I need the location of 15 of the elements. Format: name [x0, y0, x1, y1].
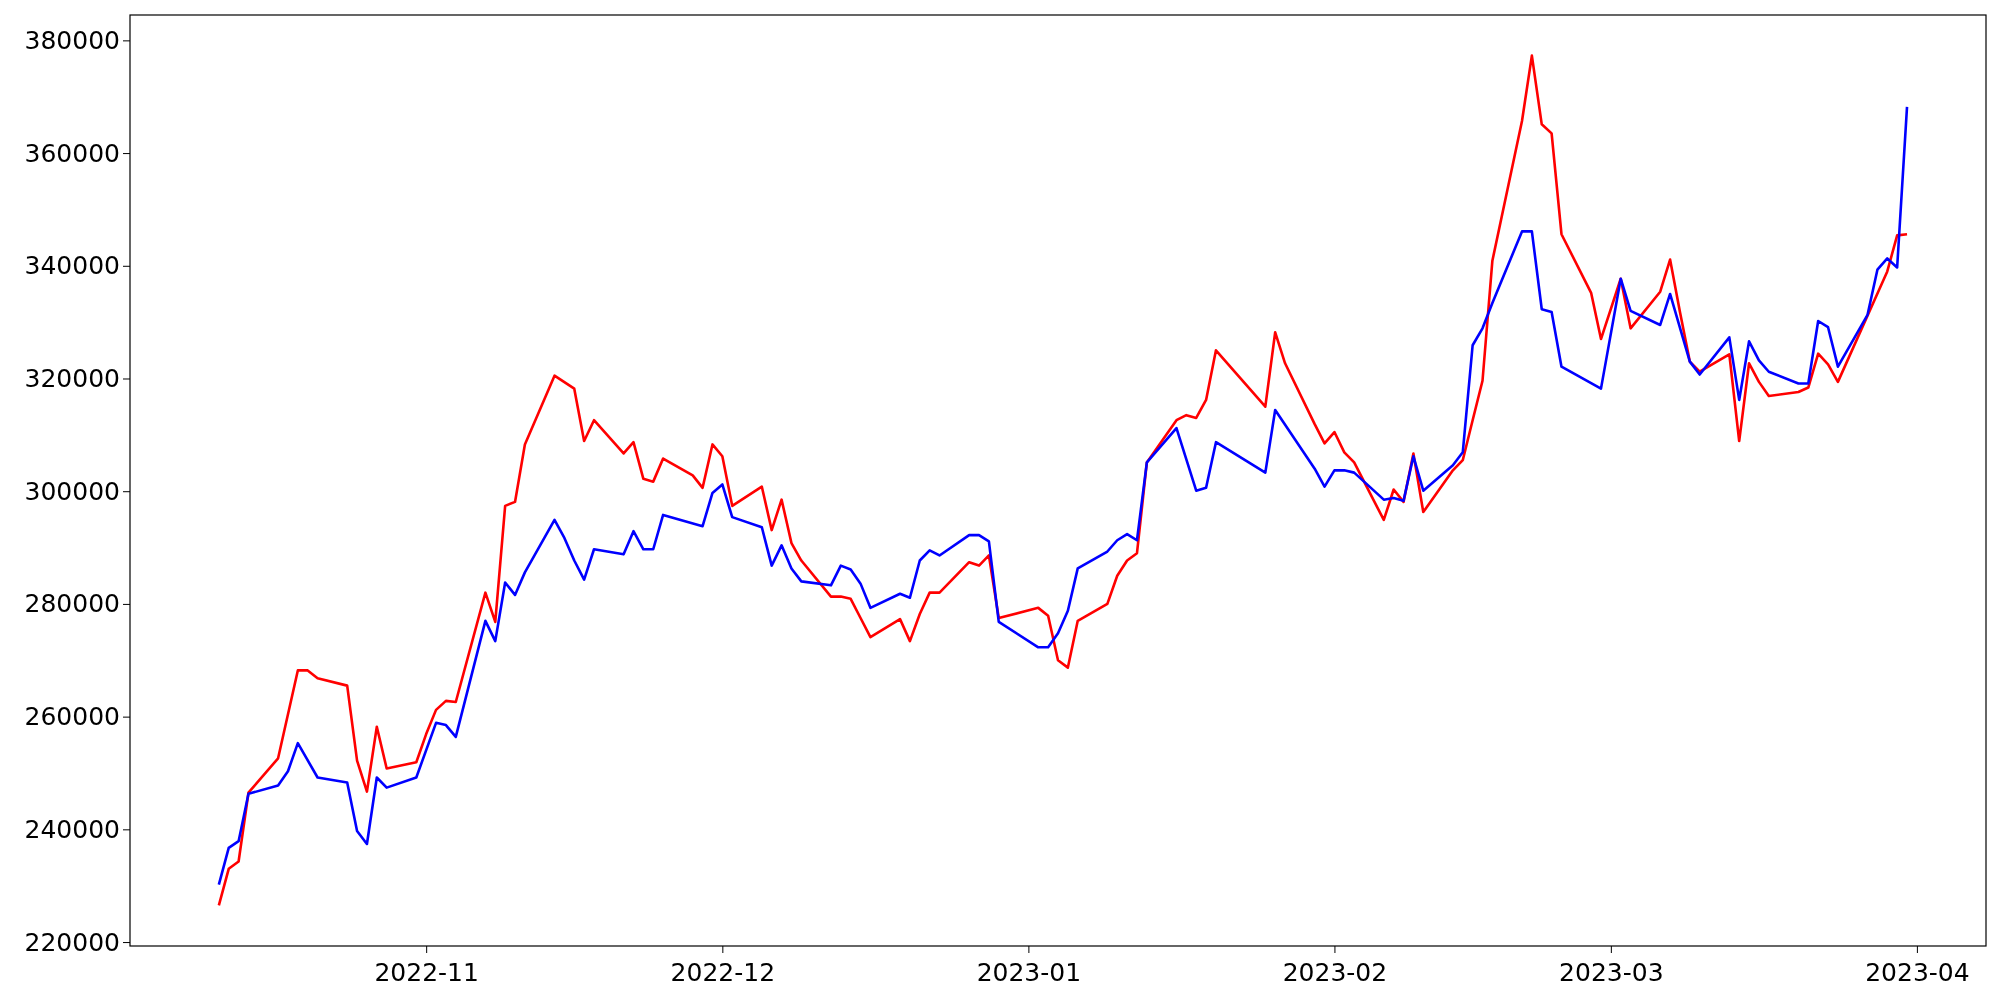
x-tick-label: 2022-12	[670, 958, 776, 987]
x-tick-label: 2023-01	[976, 958, 1082, 987]
y-tick-label: 300000	[24, 476, 120, 506]
x-tick-label: 2023-04	[1865, 958, 1970, 987]
y-tick-label: 380000	[24, 25, 120, 55]
y-tick-label: 360000	[24, 138, 120, 168]
x-tick-label: 2023-02	[1282, 958, 1388, 987]
y-tick-label: 320000	[24, 364, 120, 393]
y-tick-label: 340000	[24, 251, 120, 281]
x-tick-label: 2022-11	[374, 958, 479, 987]
y-tick-label: 280000	[24, 589, 120, 619]
x-tick-label: 2023-03	[1559, 958, 1664, 987]
y-tick-label: 220000	[24, 927, 120, 957]
y-tick-label: 240000	[24, 814, 120, 844]
y-tick-label: 260000	[24, 702, 120, 732]
